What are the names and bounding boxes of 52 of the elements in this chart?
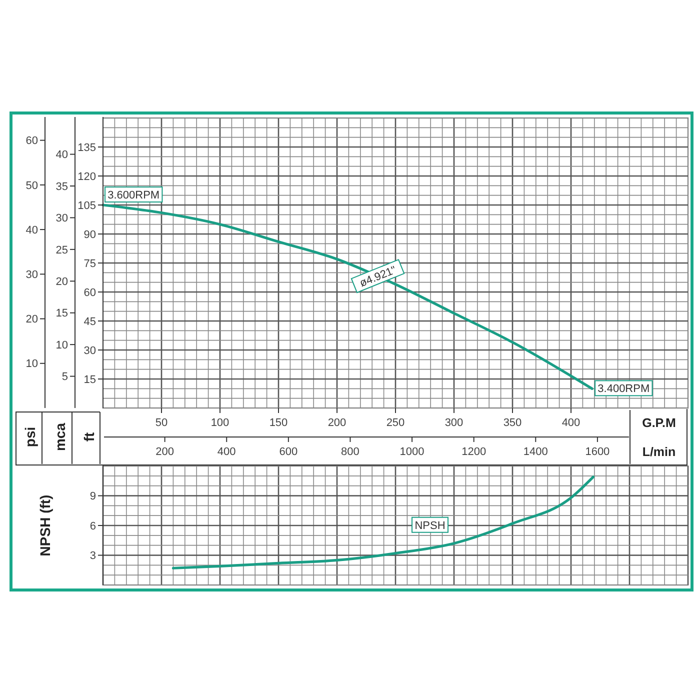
y-tick-label: 75 xyxy=(84,258,96,270)
x-tick-label: 300 xyxy=(444,417,464,429)
y2-tick-label: 30 xyxy=(56,212,68,225)
y3-tick-label: 20 xyxy=(26,314,38,326)
y-axis-title: NPSH (ft) xyxy=(36,494,53,556)
x-tick-label: 400 xyxy=(562,417,580,429)
y-tick-label: 9 xyxy=(90,490,96,503)
y-tick-label: 30 xyxy=(84,344,96,357)
series-label: NPSH xyxy=(414,520,446,532)
x-tick-label: 200 xyxy=(328,417,346,429)
x-axis-title: G.P.M xyxy=(642,416,676,430)
y2-tick-label: 20 xyxy=(56,276,68,288)
y2-tick-label: 35 xyxy=(56,180,68,193)
y-tick-label: 120 xyxy=(78,170,96,183)
y2-axis-title: mca xyxy=(52,422,68,452)
y-tick-label: 60 xyxy=(84,286,96,299)
x2-tick-label: 1600 xyxy=(585,446,610,458)
x2-tick-label: 1400 xyxy=(523,446,548,458)
y-tick-label: 3 xyxy=(90,550,96,562)
y3-tick-label: 40 xyxy=(26,224,38,236)
y3-tick-label: 50 xyxy=(26,180,38,192)
y3-tick-label: 30 xyxy=(26,269,38,282)
line-series xyxy=(172,476,595,570)
y-tick-label: 6 xyxy=(90,520,96,532)
y3-axis-title: psi xyxy=(22,426,38,448)
x2-tick-label: 400 xyxy=(217,446,236,458)
x-tick-label: 150 xyxy=(269,417,288,429)
annotation: 3.600RPM xyxy=(108,190,160,202)
y3-tick-label: 60 xyxy=(26,135,38,148)
x-tick-label: 50 xyxy=(155,417,168,429)
x2-tick-label: 1000 xyxy=(400,446,424,458)
x2-tick-label: 1200 xyxy=(462,446,486,458)
x-tick-label: 350 xyxy=(503,417,522,429)
y-tick-label: 45 xyxy=(84,316,96,328)
y-tick-label: 135 xyxy=(78,142,96,154)
y-tick-label: 90 xyxy=(84,228,96,241)
y2-tick-label: 40 xyxy=(56,149,68,162)
x-tick-label: 100 xyxy=(210,417,230,429)
y2-tick-label: 5 xyxy=(62,371,68,384)
annotation: 3.400RPM xyxy=(598,383,650,396)
y-axis-title: ft xyxy=(80,432,97,442)
y2-tick-label: 10 xyxy=(56,339,68,352)
y2-tick-label: 25 xyxy=(56,244,68,256)
x2-axis-title: L/min xyxy=(642,445,676,459)
y-tick-label: 15 xyxy=(84,374,96,386)
x2-tick-label: 600 xyxy=(279,446,298,458)
y-tick-label: 105 xyxy=(78,200,96,212)
x2-tick-label: 800 xyxy=(341,446,360,458)
y2-tick-label: 15 xyxy=(56,308,68,320)
y3-tick-label: 10 xyxy=(26,358,38,370)
x-tick-label: 250 xyxy=(386,417,405,429)
x2-tick-label: 200 xyxy=(156,446,174,458)
